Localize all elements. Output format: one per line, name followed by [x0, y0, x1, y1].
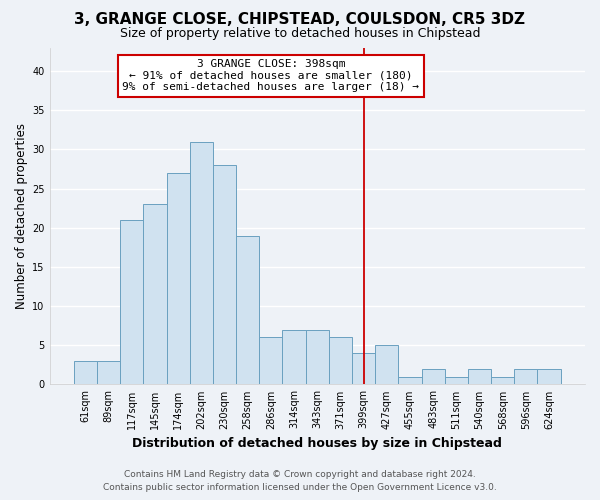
- Text: 3, GRANGE CLOSE, CHIPSTEAD, COULSDON, CR5 3DZ: 3, GRANGE CLOSE, CHIPSTEAD, COULSDON, CR…: [74, 12, 526, 28]
- Bar: [398, 376, 422, 384]
- Bar: [74, 361, 97, 384]
- Bar: [190, 142, 213, 384]
- Bar: [236, 236, 259, 384]
- Bar: [514, 369, 538, 384]
- Y-axis label: Number of detached properties: Number of detached properties: [15, 123, 28, 309]
- Bar: [305, 330, 329, 384]
- Bar: [97, 361, 120, 384]
- Bar: [538, 369, 560, 384]
- Text: Size of property relative to detached houses in Chipstead: Size of property relative to detached ho…: [120, 28, 480, 40]
- Bar: [468, 369, 491, 384]
- Bar: [143, 204, 167, 384]
- Bar: [283, 330, 305, 384]
- X-axis label: Distribution of detached houses by size in Chipstead: Distribution of detached houses by size …: [133, 437, 502, 450]
- Bar: [329, 338, 352, 384]
- Bar: [259, 338, 283, 384]
- Bar: [422, 369, 445, 384]
- Bar: [375, 346, 398, 385]
- Bar: [445, 376, 468, 384]
- Bar: [167, 173, 190, 384]
- Bar: [120, 220, 143, 384]
- Bar: [491, 376, 514, 384]
- Bar: [352, 353, 375, 384]
- Text: 3 GRANGE CLOSE: 398sqm
← 91% of detached houses are smaller (180)
9% of semi-det: 3 GRANGE CLOSE: 398sqm ← 91% of detached…: [122, 60, 419, 92]
- Bar: [213, 165, 236, 384]
- Text: Contains HM Land Registry data © Crown copyright and database right 2024.
Contai: Contains HM Land Registry data © Crown c…: [103, 470, 497, 492]
